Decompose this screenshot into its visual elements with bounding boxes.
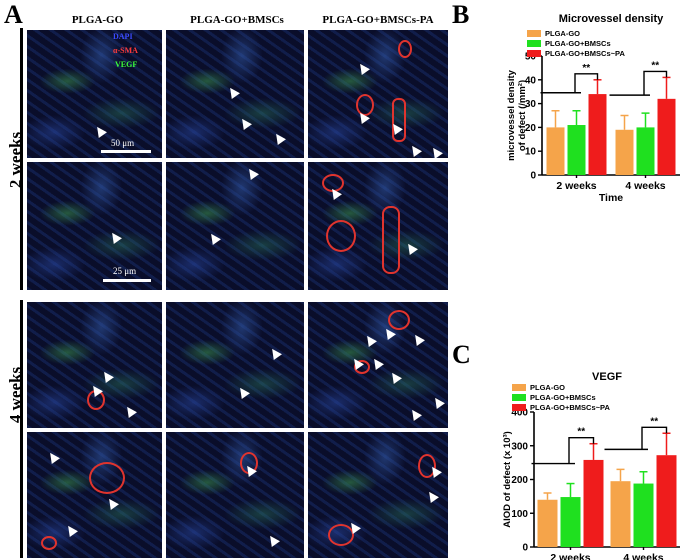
significance-bracket [568, 437, 595, 464]
vessel-marker [354, 360, 370, 374]
y-axis-label-group: AIOD of defect (x 10³) [502, 431, 513, 528]
scale-bar-25um [103, 279, 151, 282]
legend-swatch [527, 50, 541, 57]
vessel-marker [322, 174, 344, 192]
bar-plga-go [615, 129, 634, 175]
scale-bar-50um [101, 150, 151, 153]
legend-swatch [512, 384, 526, 391]
legend-label: PLGA-GO+BMSCs [545, 39, 611, 48]
legend-swatch [512, 394, 526, 401]
panel-c-letter: C [452, 340, 471, 369]
vessel-marker [240, 452, 258, 474]
bar-plga-go [546, 127, 565, 175]
legend-label: PLGA-GO+BMSCs~PA [530, 403, 610, 412]
bar-plga-go-bmscs-pa [656, 455, 677, 547]
legend-label: PLGA-GO [530, 383, 565, 392]
bar-plga-go-bmscs [560, 497, 581, 547]
y-axis-label: microvessel density [506, 69, 517, 161]
row-header-2-weeks: 2 weeks [6, 131, 25, 189]
y-tick-label: 30 [525, 99, 537, 110]
x-tick-label: 2 weeks [550, 552, 590, 560]
bar-plga-go-bmscs [633, 483, 654, 547]
y-tick-label: 300 [511, 441, 528, 452]
micrograph-2w-plga-go-high: 25 μm [27, 162, 162, 290]
bar-plga-go [610, 481, 631, 547]
significance-label: ** [650, 416, 658, 427]
bar-plga-go-bmscs-pa [588, 94, 607, 175]
column-header-plga-go-bmscs-pa: PLGA-GO+BMSCs-PA [322, 14, 434, 26]
chart-title: VEGF [592, 371, 622, 383]
micrograph-4w-plga-go-high [27, 432, 162, 558]
stain-label-vegf: VEGF [115, 60, 138, 69]
micrograph-2w-plga-go-bmscs-pa-low [308, 30, 448, 158]
micrograph-4w-plga-go-low [27, 302, 162, 428]
vessel-marker [392, 98, 406, 142]
significance-bracket [643, 70, 668, 96]
scale-label-50um: 50 μm [111, 138, 135, 148]
stain-label-dapi: DAPI [113, 32, 133, 41]
micrograph-4w-plga-go-bmscs-pa-low [308, 302, 448, 428]
y-tick-label: 100 [511, 509, 528, 520]
legend-swatch [527, 40, 541, 47]
y-axis-label: of defect (/mm²) [517, 80, 528, 151]
bar-plga-go-bmscs-pa [657, 98, 676, 175]
vessel-marker [41, 536, 57, 550]
x-tick-label: 4 weeks [623, 552, 663, 560]
legend-label: PLGA-GO+BMSCs~PA [545, 49, 625, 58]
significance-bracket [574, 73, 599, 93]
chart-vegf: VEGF 0 100 200 300 400 AIOD of defect (x 10³) *… [502, 371, 680, 560]
vessel-marker [328, 524, 354, 546]
y-tick-label: 0 [522, 543, 528, 554]
significance-label: ** [577, 427, 585, 438]
panel-b-letter: B [452, 0, 470, 29]
significance-bracket [641, 426, 668, 450]
y-tick-label: 400 [511, 408, 528, 419]
x-axis-label: Time [599, 192, 623, 204]
bar-plga-go-bmscs-pa [583, 459, 604, 547]
x-tick-label: 2 weeks [556, 180, 596, 192]
significance-label: ** [651, 60, 659, 71]
y-tick-label: 200 [511, 475, 528, 486]
vessel-marker [418, 454, 436, 478]
y-tick-label: 10 [525, 147, 537, 158]
micrograph-4w-plga-go-bmscs-pa-high [308, 432, 448, 558]
x-tick-label: 4 weeks [625, 180, 665, 192]
y-tick-label: 20 [525, 123, 537, 134]
vessel-marker [326, 220, 356, 252]
bar-plga-go-bmscs [567, 125, 586, 175]
scale-label-25um: 25 μm [113, 266, 137, 276]
micrograph-2w-plga-go-low: DAPI α-SMA VEGF 50 μm [27, 30, 162, 158]
y-axis-label-group: microvessel density of defect (/mm²) [506, 69, 528, 161]
micrograph-4w-plga-go-bmscs-high [166, 432, 304, 558]
row-header-4-weeks: 4 weeks [6, 366, 25, 424]
bar-plga-go [537, 499, 558, 547]
bar-plga-go-bmscs [636, 127, 655, 175]
column-header-plga-go-bmscs: PLGA-GO+BMSCs [190, 14, 284, 26]
vessel-marker [87, 390, 105, 410]
vessel-marker [382, 206, 400, 274]
micrograph-2w-plga-go-bmscs-high [166, 162, 304, 290]
column-header-plga-go: PLGA-GO [71, 14, 124, 26]
row-divider-4-weeks [20, 300, 23, 558]
micrograph-4w-plga-go-bmscs-low [166, 302, 304, 428]
y-tick-label: 0 [530, 171, 536, 182]
row-divider-2-weeks [20, 28, 23, 290]
chart-title: Microvessel density [559, 13, 664, 25]
panel-a-letter: A [4, 0, 23, 29]
vessel-marker [388, 310, 410, 330]
vessel-marker [356, 94, 374, 116]
y-axis-label: AIOD of defect (x 10³) [502, 431, 513, 528]
vessel-marker [398, 40, 412, 58]
stain-label-sma: α-SMA [113, 46, 138, 55]
legend-swatch [512, 404, 526, 411]
legend-label: PLGA-GO+BMSCs [530, 393, 596, 402]
legend-label: PLGA-GO [545, 29, 580, 38]
significance-label: ** [582, 63, 590, 74]
chart-microvessel-density: Microvessel density01020304050microvesse… [506, 13, 680, 204]
vessel-marker [89, 462, 125, 494]
legend-swatch [527, 30, 541, 37]
y-tick-label: 40 [525, 75, 537, 86]
micrograph-2w-plga-go-bmscs-low [166, 30, 304, 158]
micrograph-2w-plga-go-bmscs-pa-high [308, 162, 448, 290]
